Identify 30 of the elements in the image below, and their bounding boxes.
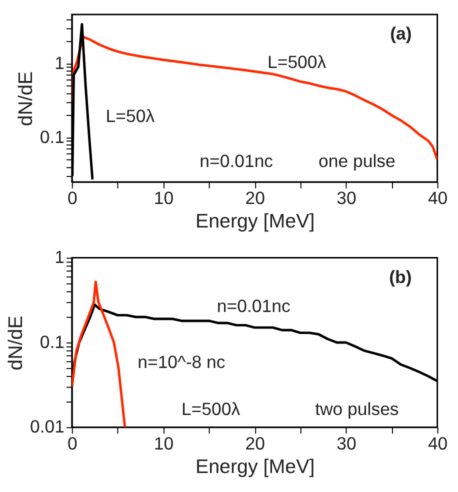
x-tick-label: 0 bbox=[67, 188, 78, 208]
x-tick-label: 20 bbox=[245, 433, 266, 454]
annotation: L=50λ bbox=[106, 106, 155, 126]
annotation: L=500λ bbox=[268, 52, 326, 72]
y-tick-label: 1 bbox=[54, 247, 65, 268]
annotation: (b) bbox=[389, 267, 412, 288]
annotation: two pulses bbox=[315, 399, 399, 420]
annotation: (a) bbox=[390, 24, 412, 44]
y-tick-label: 0.1 bbox=[40, 332, 65, 352]
annotation: n=0.01nc bbox=[200, 150, 274, 171]
x-tick-label: 40 bbox=[428, 433, 448, 454]
x-tick-label: 10 bbox=[154, 188, 174, 208]
annotation: one pulse bbox=[318, 150, 396, 171]
x-axis-title: Energy [MeV] bbox=[195, 210, 315, 233]
y-tick-label: 0.01 bbox=[30, 416, 65, 437]
x-tick-label: 30 bbox=[336, 188, 356, 208]
annotation: n=10^-8 nc bbox=[138, 352, 226, 372]
y-tick-label: 0.1 bbox=[40, 126, 65, 147]
annotation: L=500λ bbox=[181, 399, 240, 420]
y-axis-title: dN/dE bbox=[5, 316, 28, 370]
x-tick-label: 30 bbox=[336, 433, 356, 454]
y-tick-label: 1 bbox=[54, 52, 65, 73]
y-axis-title: dN/dE bbox=[14, 71, 37, 126]
line-series bbox=[72, 280, 126, 428]
x-axis-title: Energy [MeV] bbox=[195, 456, 315, 478]
x-tick-label: 0 bbox=[67, 433, 78, 454]
x-tick-label: 20 bbox=[245, 188, 266, 208]
x-tick-label: 10 bbox=[154, 433, 174, 454]
x-tick-label: 40 bbox=[428, 188, 448, 208]
annotation: n=0.01nc bbox=[216, 296, 290, 316]
